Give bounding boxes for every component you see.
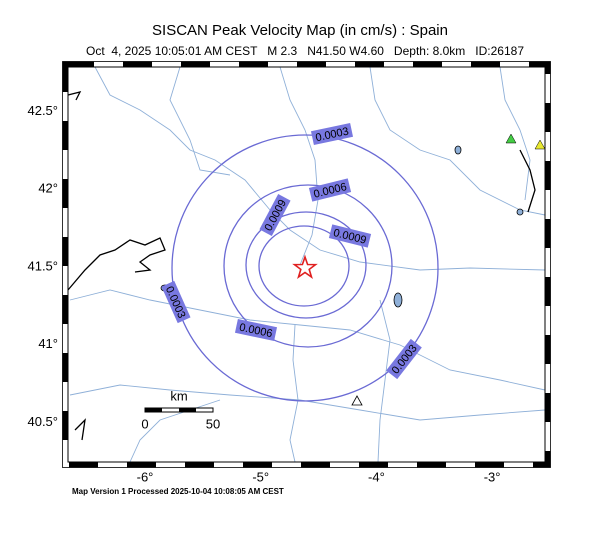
contour-label-box <box>308 178 352 202</box>
river <box>499 66 531 201</box>
lon-tick-label: -3° <box>484 469 501 484</box>
contour-line <box>245 211 367 319</box>
river <box>369 66 546 216</box>
lat-tick-label: 40.5° <box>27 414 58 429</box>
scale-bar-segment <box>179 408 196 412</box>
contour-label-box <box>310 122 354 146</box>
axis-labels: 42.5° 42° 41.5° 41° 40.5° -6° -5° -4° -3° <box>27 103 500 485</box>
station-marker <box>505 133 517 144</box>
scale-bar-segment <box>145 408 162 412</box>
contour-label-box <box>386 338 422 380</box>
scale-bar-start: 0 <box>141 416 148 431</box>
coastline <box>67 91 82 101</box>
map-area <box>67 66 546 463</box>
river <box>377 299 391 463</box>
river <box>69 384 546 421</box>
map-frame-ticks <box>62 61 551 468</box>
contours <box>171 134 439 402</box>
map-title: SISCAN Peak Velocity Map (in cm/s) : Spa… <box>152 22 448 39</box>
lake <box>454 145 462 155</box>
scale-bar-unit: km <box>170 388 187 403</box>
lat-tick-label: 41° <box>38 336 58 351</box>
scale-bar-end: 50 <box>206 416 220 431</box>
river <box>279 66 319 266</box>
map-frame <box>67 66 546 463</box>
contour-label-box <box>234 318 278 342</box>
contour-line <box>223 184 393 348</box>
lon-tick-label: -6° <box>137 469 154 484</box>
lat-tick-label: 41.5° <box>27 258 58 273</box>
map-frame-outer <box>62 61 551 468</box>
coastline <box>519 149 536 213</box>
river <box>289 324 299 463</box>
contour-label-box <box>328 224 372 248</box>
coastline <box>67 237 166 291</box>
river <box>129 399 221 463</box>
river <box>69 289 546 391</box>
map-footer: Map Version 1 Processed 2025-10-04 10:08… <box>72 487 284 496</box>
station-marker <box>351 395 363 406</box>
lake <box>393 292 403 308</box>
coastline <box>74 418 86 441</box>
river <box>94 66 546 271</box>
contour-line <box>171 134 439 402</box>
scale-bar: km 0 50 <box>141 388 220 431</box>
contour-line <box>258 225 350 307</box>
lon-tick-label: -4° <box>368 469 385 484</box>
lake <box>516 208 524 216</box>
lon-tick-label: -5° <box>252 469 269 484</box>
map-background <box>68 67 545 462</box>
station-marker <box>534 139 546 150</box>
epicenter-star <box>292 254 318 279</box>
contour-label-box <box>259 194 291 236</box>
lat-tick-label: 42.5° <box>27 103 58 118</box>
map-subtitle: Oct 4, 2025 10:05:01 AM CEST M 2.3 N41.5… <box>86 44 524 58</box>
contour-label-box <box>161 280 191 324</box>
lat-tick-label: 42° <box>38 181 58 196</box>
river <box>169 66 231 176</box>
